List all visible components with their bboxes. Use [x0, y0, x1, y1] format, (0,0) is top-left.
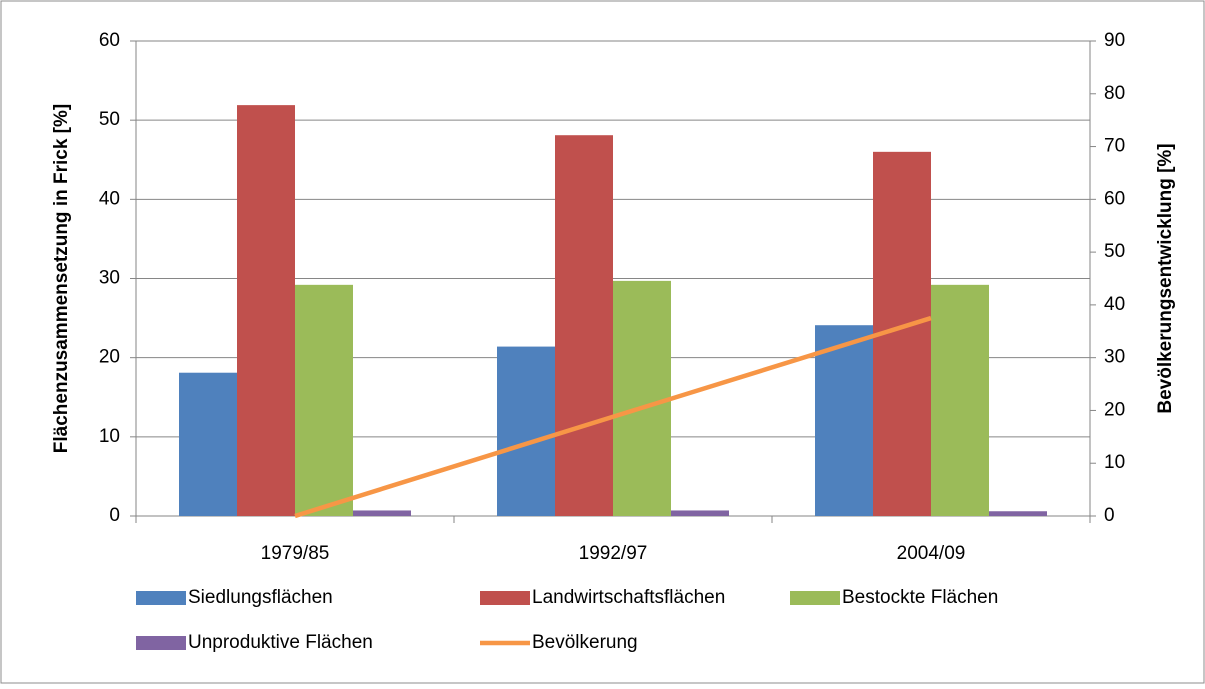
legend-label: Siedlungsflächen — [188, 587, 333, 608]
y2-tick-label: 40 — [1104, 294, 1125, 315]
y2-tick-label: 60 — [1104, 188, 1125, 209]
bar — [237, 105, 295, 516]
y-tick-label: 0 — [109, 505, 120, 526]
legend-swatch — [480, 591, 530, 605]
legend-label: Unproduktive Flächen — [188, 632, 373, 653]
legend-swatch — [136, 591, 186, 605]
bar — [179, 372, 237, 516]
x-tick-label: 1979/85 — [261, 543, 330, 564]
legend-swatch — [136, 636, 186, 650]
y2-tick-label: 10 — [1104, 452, 1125, 473]
y2-tick-label: 70 — [1104, 136, 1125, 157]
bar — [497, 346, 555, 516]
y2-tick-label: 80 — [1104, 83, 1125, 104]
legend-label: Bestockte Flächen — [842, 587, 998, 608]
y2-tick-label: 90 — [1104, 30, 1125, 51]
legend-label: Bevölkerung — [532, 632, 638, 653]
bar — [353, 510, 411, 516]
y-tick-label: 40 — [99, 188, 120, 209]
bar — [671, 510, 729, 516]
y2-tick-label: 30 — [1104, 347, 1125, 368]
bar — [613, 280, 671, 516]
y2-tick-label: 20 — [1104, 399, 1125, 420]
bar — [555, 135, 613, 517]
y2-tick-label: 50 — [1104, 241, 1125, 262]
y-tick-label: 30 — [99, 268, 120, 289]
bar — [815, 325, 873, 516]
legend-label: Landwirtschaftsflächen — [532, 587, 725, 608]
y-axis-title: Flächenzusammensetzung in Frick [%] — [51, 104, 72, 453]
bar — [931, 284, 989, 516]
line — [294, 315, 932, 519]
x-tick-label: 2004/09 — [897, 543, 966, 564]
y2-axis-title: Bevölkerungsentwicklung [%] — [1155, 143, 1176, 413]
y-tick-label: 50 — [99, 109, 120, 130]
y-tick-label: 10 — [99, 426, 120, 447]
bar — [295, 284, 353, 516]
legend-swatch — [790, 591, 840, 605]
y-tick-label: 20 — [99, 347, 120, 368]
bar — [989, 511, 1047, 516]
y-tick-label: 60 — [99, 30, 120, 51]
y2-tick-label: 0 — [1104, 505, 1115, 526]
x-tick-label: 1992/97 — [579, 543, 648, 564]
